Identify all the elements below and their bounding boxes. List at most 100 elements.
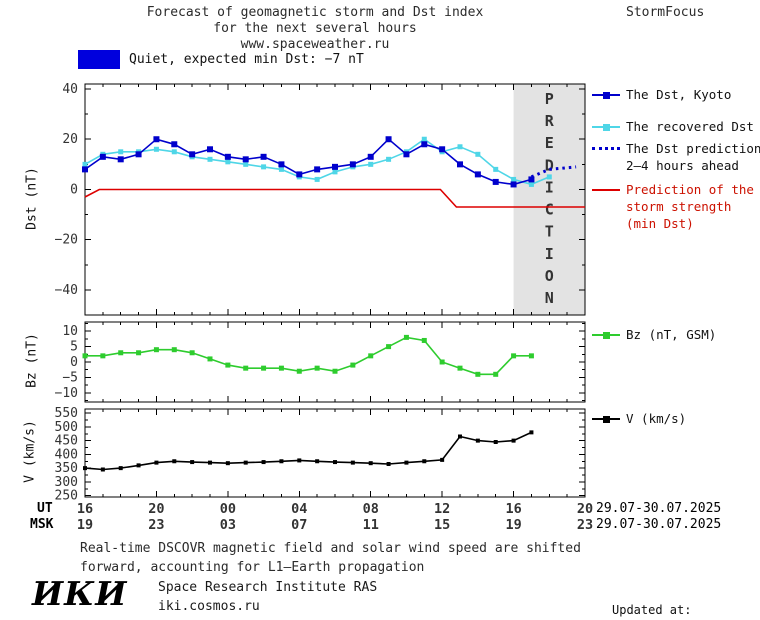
- dst-ytick-label: 40: [62, 82, 78, 97]
- marker-bz-nt-gsm: [296, 368, 302, 374]
- marker-bz-nt-gsm: [136, 350, 142, 356]
- dst-ytick-label: −20: [55, 233, 78, 248]
- dst-prediction-swatch: [592, 140, 620, 157]
- legend-dst-kyoto-label: The Dst, Kyoto: [626, 87, 732, 102]
- footnote-line2: forward, accounting for L1—Earth propaga…: [80, 560, 425, 575]
- marker-v-km-s: [208, 460, 212, 465]
- ut-tick-label: 20: [577, 501, 593, 517]
- dst-ytick-label: 0: [70, 182, 78, 197]
- marker-v-km-s: [225, 461, 230, 466]
- marker-v-km-s: [350, 460, 355, 465]
- marker-v-km-s: [458, 434, 462, 439]
- marker-the-recovered-dst: [368, 161, 374, 167]
- v-swatch: [592, 410, 620, 427]
- marker-the-recovered-dst: [528, 181, 534, 187]
- ut-tick-label: 16: [505, 501, 521, 517]
- v-ytick-label: 300: [55, 475, 78, 490]
- marker-the-dst-kyoto: [385, 136, 392, 143]
- marker-v-km-s: [493, 440, 498, 444]
- marker-the-dst-kyoto: [99, 153, 106, 160]
- marker-the-dst-kyoto: [278, 161, 285, 168]
- dst-frame: [84, 83, 586, 316]
- marker-the-dst-kyoto: [510, 181, 517, 188]
- ut-tick-label: 16: [77, 501, 93, 517]
- dst-ytick-label: 20: [62, 132, 78, 147]
- title-line-3-url: www.spaceweather.ru: [240, 37, 390, 52]
- bz-ytick-label: 5: [70, 340, 78, 355]
- marker-v-km-s: [83, 466, 87, 471]
- marker-v-km-s: [315, 459, 320, 464]
- dst-ytick-label: −40: [55, 283, 78, 298]
- bz-frame: [84, 321, 586, 403]
- status-row: Quiet, expected min Dst: −7 nT: [78, 50, 364, 69]
- marker-v-km-s: [404, 460, 409, 465]
- marker-v-km-s: [100, 467, 105, 472]
- marker-bz-nt-gsm: [207, 356, 213, 362]
- marker-the-recovered-dst: [493, 166, 499, 172]
- marker-the-dst-kyoto: [314, 166, 321, 173]
- marker-the-dst-kyoto: [296, 171, 303, 178]
- series-prediction-of-the-storm-strength-min-dst: [84, 188, 585, 208]
- updated-block: Updated at: UT 16:05, 30.07.2025 MSK 19:…: [612, 568, 760, 620]
- prediction-band-letter: I: [545, 245, 554, 263]
- legend-dst-kyoto: The Dst, Kyoto: [592, 86, 731, 103]
- marker-bz-nt-gsm: [100, 353, 106, 359]
- prediction-band-letter: D: [545, 156, 554, 174]
- prediction-band-letter: I: [545, 178, 554, 196]
- marker-the-recovered-dst: [278, 166, 284, 172]
- marker-the-dst-kyoto: [367, 153, 374, 160]
- msk-row-label: MSK: [30, 517, 54, 532]
- marker-the-recovered-dst: [314, 176, 320, 182]
- marker-the-recovered-dst: [332, 169, 338, 175]
- brand-stormfocus: StormFocus: [626, 5, 705, 20]
- prediction-band-letter: R: [545, 112, 555, 130]
- institute-name: Space Research Institute RAS: [158, 580, 378, 595]
- prediction-band-letter: T: [545, 223, 554, 241]
- v-ytick-label: 550: [55, 406, 78, 421]
- bz-ytick-label: 10: [62, 324, 78, 339]
- marker-the-recovered-dst: [118, 149, 124, 155]
- legend-recovered-dst: The recovered Dst: [592, 118, 754, 135]
- msk-tick-label: 15: [434, 517, 450, 533]
- marker-bz-nt-gsm: [332, 368, 338, 374]
- v-frame: [84, 408, 586, 498]
- ut-tick-label: 20: [148, 501, 164, 517]
- msk-tick-label: 11: [363, 517, 379, 533]
- marker-v-km-s: [333, 460, 337, 465]
- msk-tick-label: 07: [291, 517, 307, 533]
- marker-the-recovered-dst: [171, 149, 177, 155]
- marker-v-km-s: [154, 460, 159, 465]
- marker-bz-nt-gsm: [511, 353, 517, 359]
- marker-bz-nt-gsm: [261, 365, 267, 371]
- marker-v-km-s: [529, 430, 534, 435]
- marker-bz-nt-gsm: [439, 359, 445, 365]
- marker-the-dst-kyoto: [421, 141, 428, 148]
- marker-bz-nt-gsm: [171, 347, 177, 353]
- marker-the-dst-kyoto: [153, 136, 160, 143]
- legend-storm-strength-line1: Prediction of the: [626, 182, 754, 197]
- marker-v-km-s: [261, 460, 266, 465]
- marker-the-recovered-dst: [261, 164, 267, 170]
- marker-the-recovered-dst: [457, 144, 463, 150]
- marker-the-dst-kyoto: [260, 153, 267, 160]
- marker-bz-nt-gsm: [243, 365, 249, 371]
- marker-the-dst-kyoto: [332, 163, 338, 170]
- title-line-1: Forecast of geomagnetic storm and Dst in…: [146, 5, 484, 20]
- legend-dst-prediction-line2: 2—4 hours ahead: [626, 158, 739, 173]
- marker-the-recovered-dst: [475, 151, 481, 157]
- marker-the-recovered-dst: [225, 159, 231, 165]
- marker-the-recovered-dst: [153, 146, 159, 152]
- footnote-line1: Real-time DSCOVR magnetic field and sola…: [80, 541, 581, 556]
- series-bz-nt-gsm: [85, 336, 532, 376]
- bz-ytick-label: −10: [55, 386, 78, 401]
- prediction-band-letter: O: [545, 267, 554, 285]
- msk-tick-label: 23: [148, 517, 164, 533]
- marker-the-dst-kyoto: [492, 178, 499, 185]
- marker-the-dst-kyoto: [135, 151, 142, 158]
- legend-v: V (km/s): [592, 410, 686, 427]
- marker-bz-nt-gsm: [189, 350, 195, 356]
- marker-v-km-s: [279, 459, 284, 464]
